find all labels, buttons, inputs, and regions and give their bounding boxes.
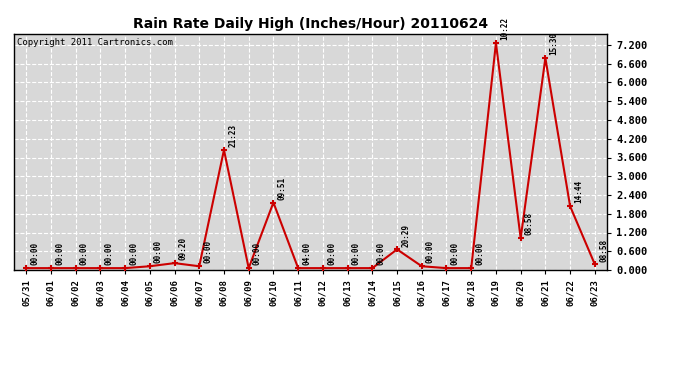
Text: 00:00: 00:00 — [451, 242, 460, 266]
Text: 00:00: 00:00 — [327, 242, 336, 266]
Text: 15:30: 15:30 — [549, 32, 558, 56]
Text: 00:00: 00:00 — [475, 242, 484, 266]
Text: 08:58: 08:58 — [599, 238, 608, 262]
Text: 00:00: 00:00 — [377, 242, 386, 266]
Text: 09:51: 09:51 — [277, 177, 286, 200]
Text: Copyright 2011 Cartronics.com: Copyright 2011 Cartronics.com — [17, 39, 172, 48]
Text: 14:44: 14:44 — [574, 180, 583, 204]
Text: 00:00: 00:00 — [253, 242, 262, 266]
Text: 00:00: 00:00 — [426, 240, 435, 264]
Text: 00:00: 00:00 — [55, 242, 64, 266]
Text: 00:00: 00:00 — [30, 242, 39, 266]
Text: 09:20: 09:20 — [179, 237, 188, 260]
Text: 20:29: 20:29 — [401, 224, 410, 247]
Text: 00:00: 00:00 — [80, 242, 89, 266]
Text: 00:00: 00:00 — [204, 240, 213, 264]
Text: 00:00: 00:00 — [352, 242, 361, 266]
Title: Rain Rate Daily High (Inches/Hour) 20110624: Rain Rate Daily High (Inches/Hour) 20110… — [133, 17, 488, 31]
Text: 00:00: 00:00 — [129, 242, 138, 266]
Text: 10:22: 10:22 — [500, 17, 509, 40]
Text: 00:00: 00:00 — [154, 240, 163, 264]
Text: 04:00: 04:00 — [302, 242, 311, 266]
Text: 08:58: 08:58 — [525, 212, 534, 236]
Text: 00:00: 00:00 — [104, 242, 113, 266]
Text: 21:23: 21:23 — [228, 124, 237, 147]
